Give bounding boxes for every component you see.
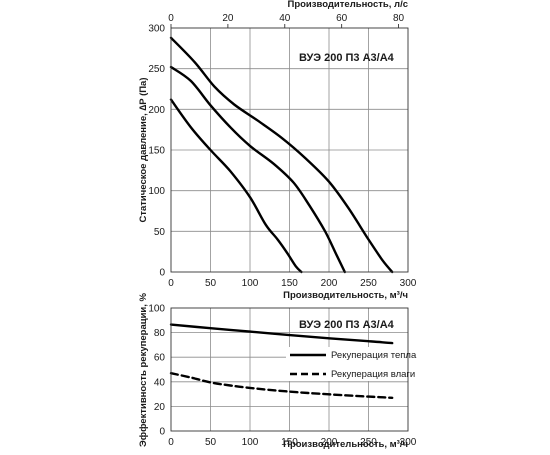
top-x-tick-label: 40 <box>279 13 291 24</box>
x-tick-label: 100 <box>242 437 259 448</box>
y-tick-label: 100 <box>148 186 165 197</box>
x-tick-label: 200 <box>321 437 338 448</box>
efficiency-x-ticks: 0 50 100 150 200 250 300 <box>168 437 417 448</box>
series-line-0-0 <box>169 98 303 274</box>
y-tick-label: 200 <box>148 105 165 116</box>
efficiency-legend: Рекуперация тепла Рекуперация влаги <box>286 347 417 381</box>
efficiency-y-axis-label: Эффективность рекуперации, % <box>138 292 149 446</box>
x-tick-label: 0 <box>168 278 174 289</box>
pressure-chart-title: ВУЭ 200 П3 А3/А4 <box>299 52 395 64</box>
efficiency-series-group <box>169 323 394 399</box>
pressure-y-axis-label: Статическое давление, ∆P (Па) <box>138 77 149 222</box>
efficiency-y-ticks: 0 20 40 60 80 100 <box>148 304 165 438</box>
y-tick-label: 0 <box>159 268 165 279</box>
pressure-series-group <box>169 36 394 274</box>
y-tick-label: 40 <box>154 377 166 388</box>
top-x-tick-label: 20 <box>222 13 234 24</box>
pressure-x-ticks: 0 50 100 150 200 250 300 <box>168 278 417 289</box>
efficiency-chart-title: ВУЭ 200 П3 А3/А4 <box>299 319 395 331</box>
series-line-1-0 <box>169 323 394 345</box>
pressure-chart: 0 50 100 150 200 250 300 0 50 100 150 200 250 300 0 2… <box>138 0 417 301</box>
y-tick-label: 300 <box>148 24 165 35</box>
top-x-tick-label: 60 <box>336 13 348 24</box>
series-line-0-2 <box>169 36 394 274</box>
x-tick-label: 50 <box>205 437 217 448</box>
x-tick-label: 150 <box>281 437 298 448</box>
top-x-tick-label: 80 <box>393 13 405 24</box>
pressure-x-axis-label: Производительность, м³/ч <box>283 290 408 301</box>
legend-label-moisture: Рекуперация влаги <box>331 369 415 380</box>
x-tick-label: 100 <box>242 278 259 289</box>
pressure-y-ticks: 0 50 100 150 200 250 300 <box>148 24 165 279</box>
series-line-0-1 <box>169 65 346 274</box>
x-tick-label: 150 <box>281 278 298 289</box>
y-tick-label: 60 <box>154 353 166 364</box>
pressure-grid <box>171 28 408 272</box>
pressure-top-x-axis-label: Производительность, л/с <box>288 0 409 10</box>
pressure-top-x-ticks: 0 20 40 60 80 <box>168 13 405 28</box>
y-tick-label: 20 <box>154 402 166 413</box>
efficiency-chart-frame <box>170 307 409 432</box>
y-tick-label: 250 <box>148 64 165 75</box>
x-tick-label: 300 <box>400 437 417 448</box>
legend-label-heat: Рекуперация тепла <box>331 350 417 361</box>
y-tick-label: 0 <box>159 427 165 438</box>
y-tick-label: 50 <box>154 227 166 238</box>
series-line-1-1 <box>169 372 394 399</box>
x-tick-label: 200 <box>321 278 338 289</box>
x-tick-label: 250 <box>360 437 377 448</box>
y-tick-label: 100 <box>148 304 165 315</box>
efficiency-x-axis-label: Производительность, м³/ч <box>283 439 408 450</box>
y-tick-label: 80 <box>154 328 166 339</box>
efficiency-chart: 0 20 40 60 80 100 0 50 100 150 200 250 300 ВУЭ 200 … <box>138 292 417 450</box>
x-tick-label: 250 <box>360 278 377 289</box>
top-x-tick-label: 0 <box>168 13 174 24</box>
legend-background <box>286 347 406 381</box>
pressure-chart-frame <box>170 27 409 273</box>
x-tick-label: 0 <box>168 437 174 448</box>
x-tick-label: 300 <box>400 278 417 289</box>
y-tick-label: 150 <box>148 146 165 157</box>
x-tick-label: 50 <box>205 278 217 289</box>
